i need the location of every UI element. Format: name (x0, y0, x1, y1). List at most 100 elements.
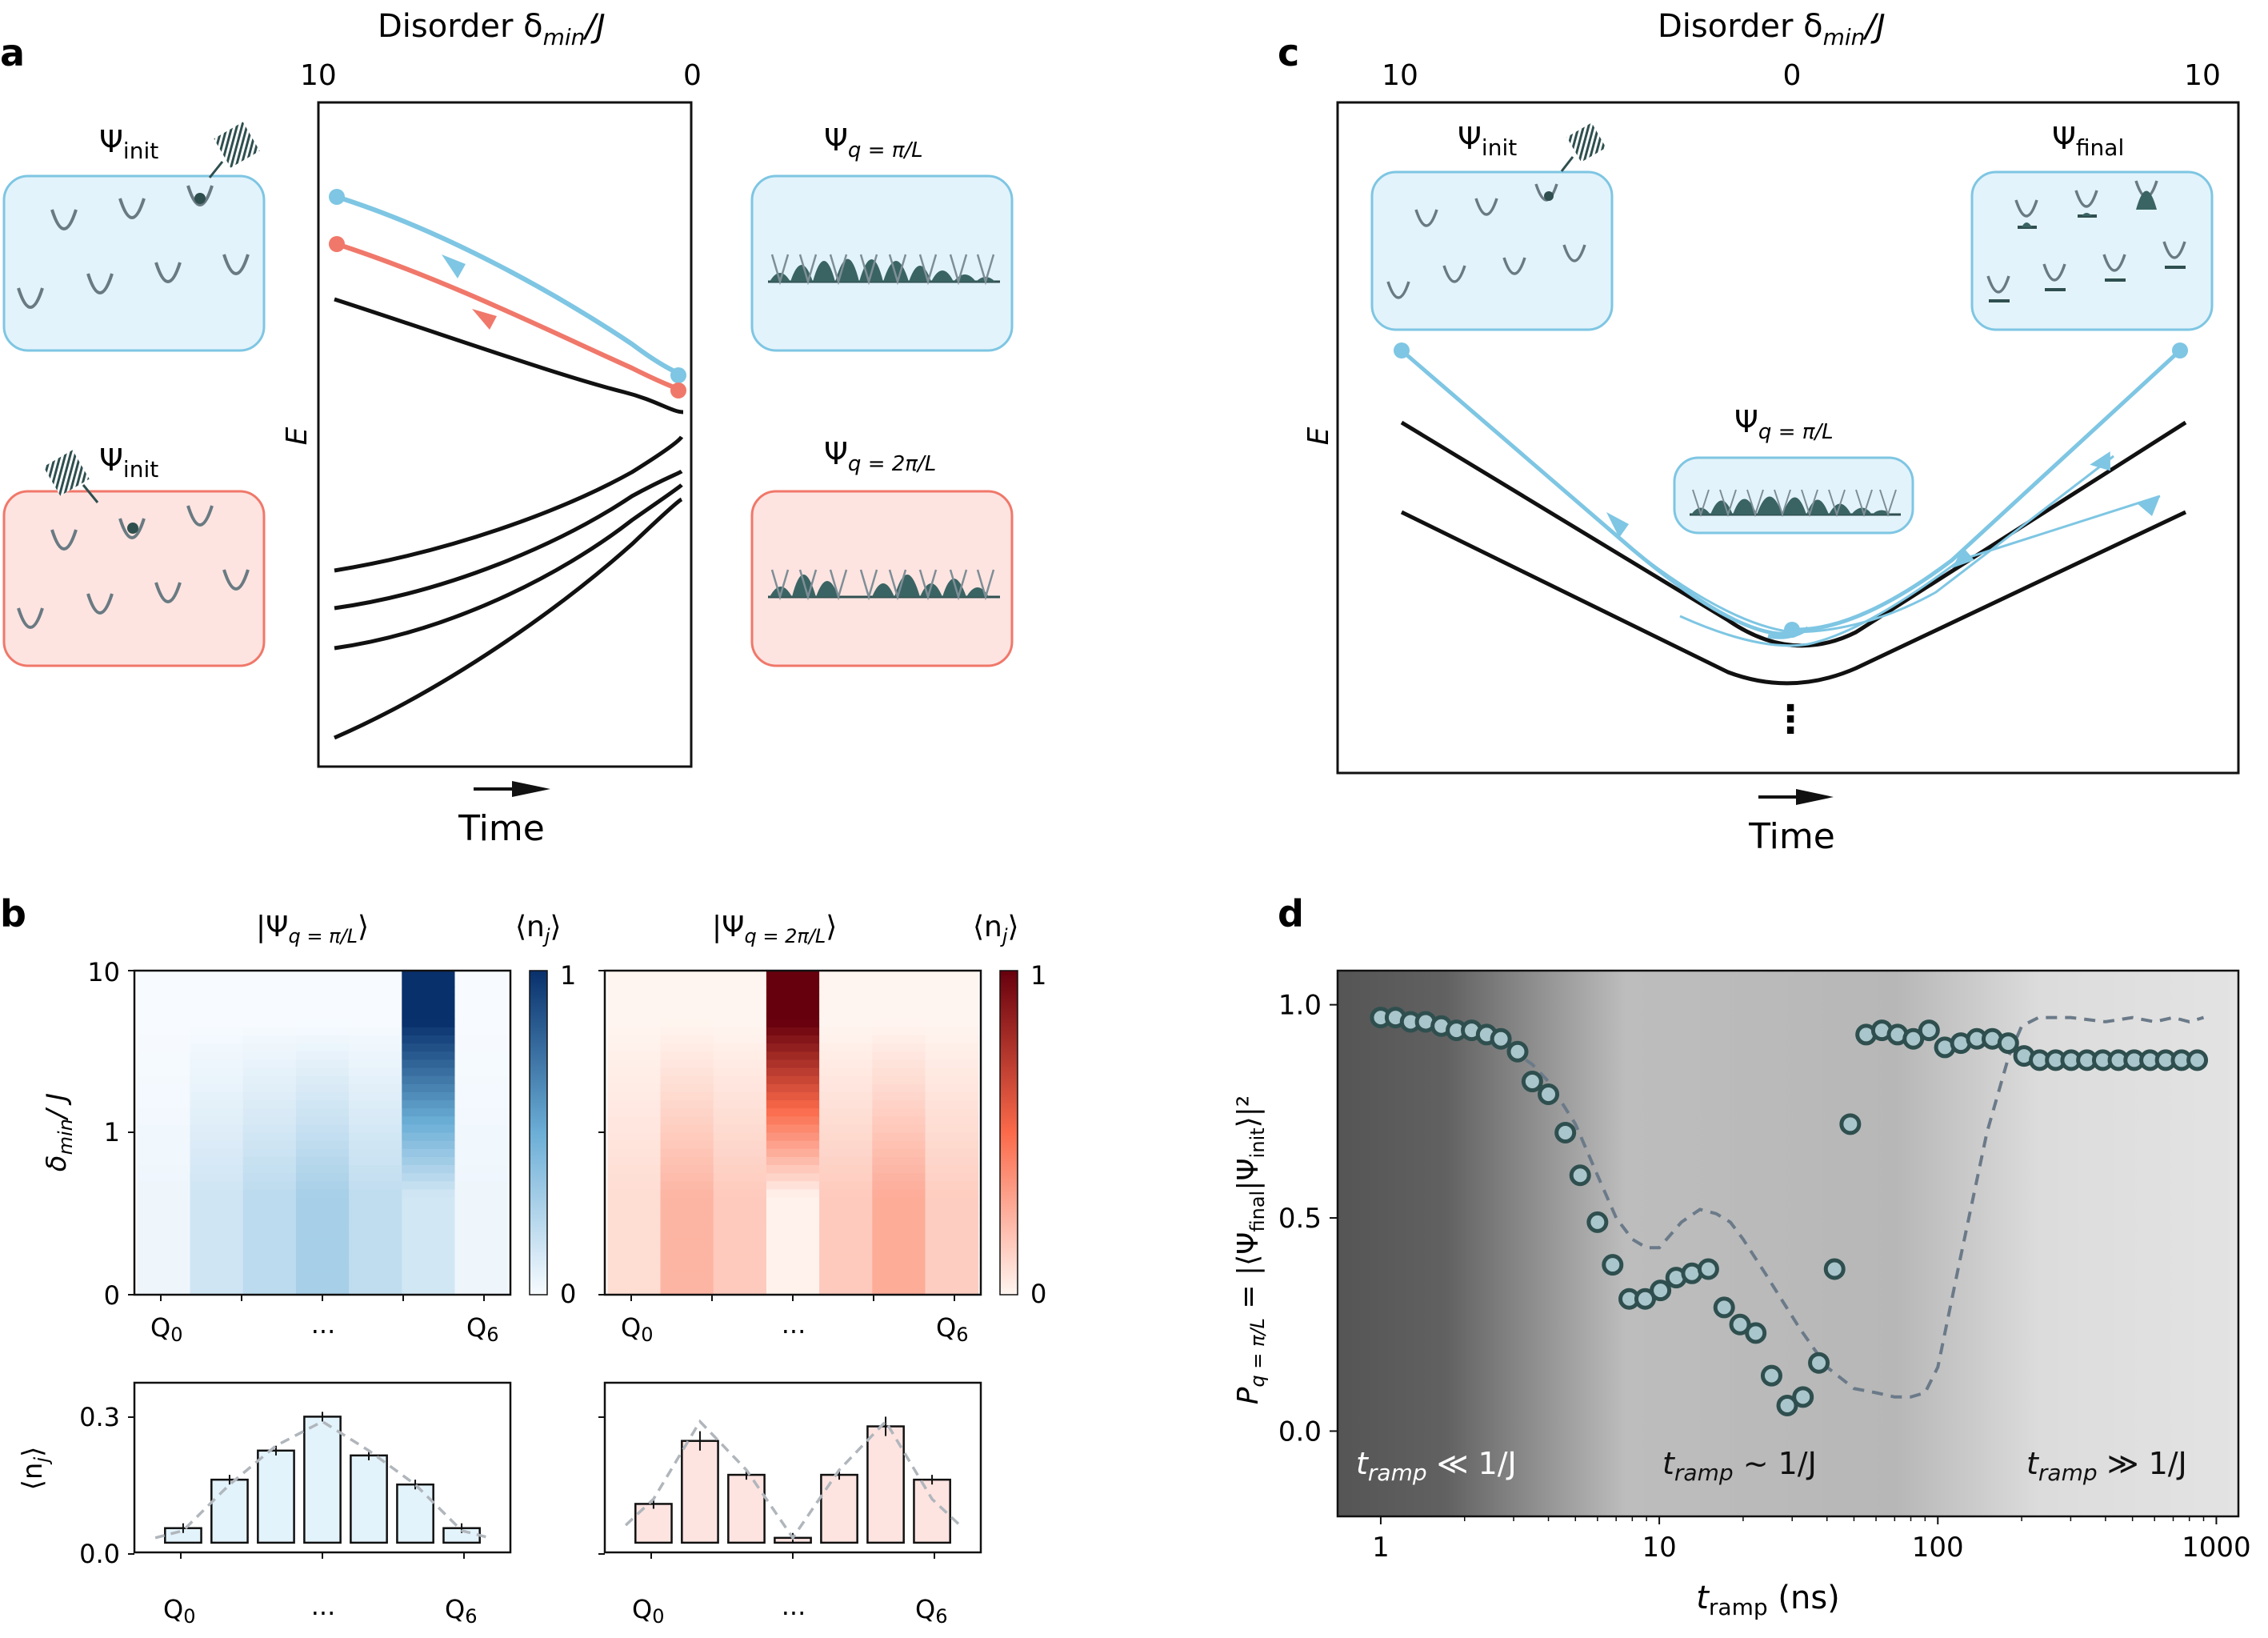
heatmap-cell (190, 1108, 244, 1117)
heatmap-y-tick: 10 (87, 957, 120, 987)
heatmap-cell (242, 1270, 297, 1280)
heatmap-cell (819, 1221, 873, 1231)
heatmap-cell (607, 1116, 662, 1125)
heatmap-cell (242, 1213, 297, 1223)
heatmap-cell (925, 1051, 979, 1060)
heatmap-cell (402, 1238, 455, 1247)
heatmap-cell (819, 979, 873, 987)
heatmap-cell (137, 1059, 191, 1068)
excitation-dot (127, 523, 138, 534)
heatmap-cell (713, 1091, 767, 1101)
data-point (1490, 1027, 1512, 1050)
heatmap-cell (137, 1173, 191, 1182)
heatmap-cell (819, 1035, 873, 1044)
heatmap-cell (607, 1181, 662, 1190)
heatmap-cell (190, 1051, 244, 1060)
heatmap-cell (349, 1075, 402, 1085)
heatmap-cell (349, 1059, 402, 1068)
heatmap-cell (402, 1100, 455, 1109)
heatmap-cell (242, 1165, 297, 1174)
heatmap-cell (242, 1051, 297, 1060)
heatmap-cell (349, 1254, 402, 1263)
heatmap-cell (660, 1286, 714, 1296)
heatmap-cell (454, 1262, 509, 1272)
heatmap-cell (819, 995, 873, 1003)
heatmap-cell (137, 1108, 191, 1117)
heatmap-cell (242, 1011, 297, 1020)
heatmap-cell (402, 1173, 455, 1182)
heatmap-cell (607, 1108, 662, 1117)
heatmap-x-tick-q0: Q0 (621, 1312, 653, 1346)
heatmap-cell (137, 1124, 191, 1133)
heatmap-cell (660, 1083, 714, 1093)
heatmap-cell (349, 1124, 402, 1133)
heatmap-cell (402, 1148, 455, 1158)
heatmap-cell (137, 1262, 191, 1272)
panel-c-x-label: Time (1748, 816, 1835, 857)
heatmap-cell (402, 1221, 455, 1231)
fidelity-plot-frame (1336, 969, 2240, 1518)
heatmap-cell (713, 979, 767, 987)
heatmap-cell (402, 1270, 455, 1280)
heatmap-cell (454, 1067, 509, 1077)
heatmap-cell (872, 1140, 926, 1150)
heatmap-cell (190, 1075, 244, 1085)
heatmap-cell (242, 987, 297, 995)
heatmap-cell (402, 1124, 455, 1133)
trajectory-arrow (2090, 451, 2110, 471)
heatmap-cell (713, 1262, 767, 1272)
heatmap-cell (190, 1165, 244, 1174)
colorbar-label-right: ⟨nj⟩ (973, 911, 1019, 947)
heatmap-cell (660, 1189, 714, 1198)
heatmap-cell (349, 1205, 402, 1215)
heatmap-cell (766, 1262, 820, 1272)
heatmap-cell (242, 971, 297, 979)
heatmap-cell (819, 1246, 873, 1255)
heatmap-cell (402, 1116, 455, 1125)
heatmap-cell (607, 1165, 662, 1174)
heatmap-cell (819, 1116, 873, 1125)
trajectory-arrow (472, 309, 497, 330)
heatmap-cell (766, 1286, 820, 1296)
trajectory-arrow (2136, 496, 2160, 516)
heatmap-cell (607, 1262, 662, 1272)
panel-d: d 1 10 100 1000 0.0 0.5 1.0 Pq = π/L = |⟨Ψfina… (1232, 892, 2251, 1620)
heatmap-cell (190, 1213, 244, 1223)
heatmap-cell (819, 1165, 873, 1174)
heatmap-cell (137, 1003, 191, 1012)
heatmap-cell (190, 1230, 244, 1239)
state-label-init: Ψinit (1458, 121, 1517, 161)
heatmap-cell (872, 1262, 926, 1272)
localized-sites (1986, 180, 2186, 302)
heatmap-cell (713, 1173, 767, 1182)
state-label-q-2pi: Ψq = 2π/L (824, 436, 936, 476)
heatmap-cell (872, 1075, 926, 1085)
heatmap-cell (660, 1051, 714, 1060)
bar-x-tick-ellipsis: ... (311, 1591, 336, 1621)
heatmap-title-right: |Ψq = 2π/L⟩ (712, 911, 837, 947)
state-box-init (1370, 170, 1614, 331)
heatmap-cell (766, 1197, 820, 1207)
bar (681, 1440, 719, 1544)
heatmap-cell (607, 1035, 662, 1044)
heatmap-cell (713, 1205, 767, 1215)
theory-curve (154, 1420, 490, 1540)
bar-chart-y-label: ⟨nj⟩ (17, 1447, 53, 1491)
heatmap-cell (766, 1230, 820, 1239)
heatmap-cell (819, 1124, 873, 1133)
heatmap-cell (766, 979, 820, 987)
heatmap-cell (925, 1181, 979, 1190)
heatmap-cell (349, 1148, 402, 1158)
colorbar-label-left: ⟨nj⟩ (515, 911, 562, 947)
heatmap-cell (660, 971, 714, 979)
heatmap-cell (872, 1246, 926, 1255)
panel-a: a Disorder δmin/J 10 0 E Time Ψinit (0, 8, 1014, 849)
heatmap-cell (713, 1100, 767, 1109)
theory-curve (624, 1419, 962, 1540)
heatmap-cell (295, 1270, 350, 1280)
heatmap-cell (454, 971, 509, 979)
heatmap-cell (925, 1173, 979, 1182)
heatmap-cell (713, 1181, 767, 1190)
heatmap-cell (349, 1221, 402, 1231)
data-point (1586, 1211, 1609, 1233)
